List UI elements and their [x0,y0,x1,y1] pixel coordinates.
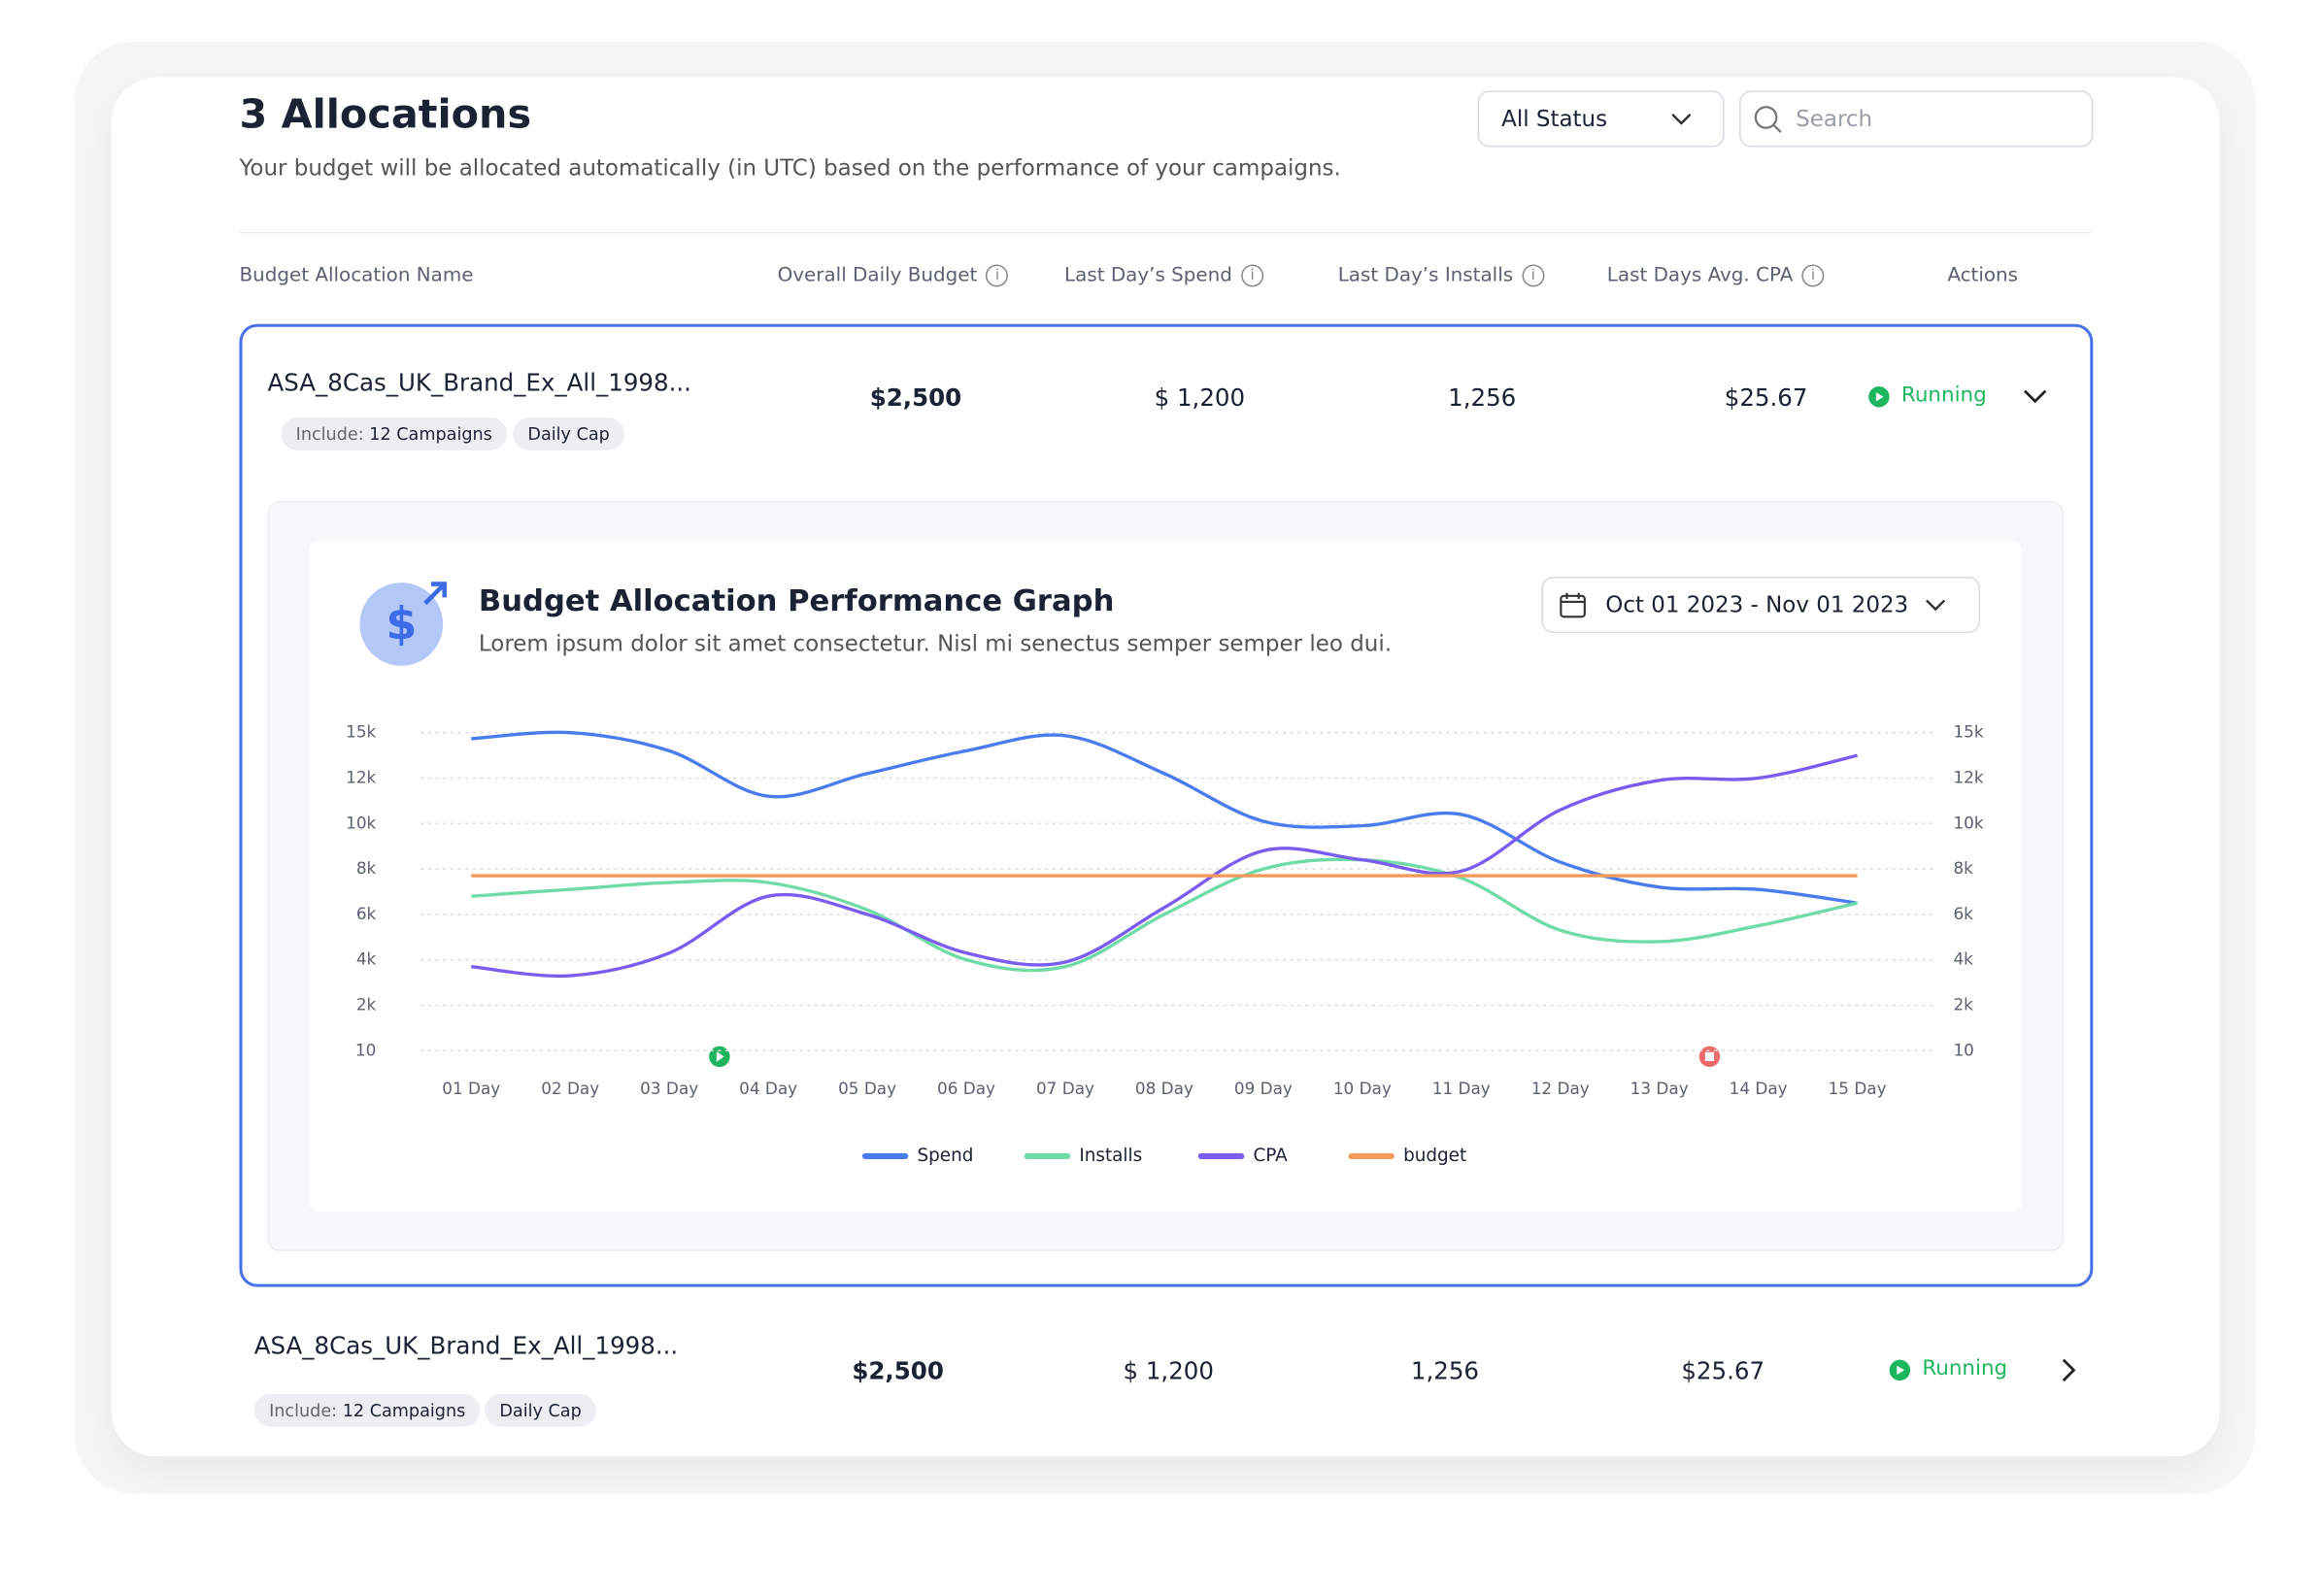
cap-tag: Daily Cap [513,417,625,450]
column-text: Overall Daily Budget [777,264,978,287]
legend-label: Installs [1079,1146,1142,1166]
svg-text:$: $ [386,597,417,649]
x-tick-label: 14 Day [1730,1079,1788,1098]
x-tick-label: 09 Day [1234,1079,1293,1098]
info-icon[interactable]: i [1522,264,1545,287]
column-header: Actions [1947,264,2019,287]
y2-tick-label: 8k [1953,858,1973,878]
search-box[interactable]: Search [1739,90,2094,148]
y-tick-label: 15k [346,722,376,742]
x-tick-label: 15 Day [1829,1079,1887,1098]
y-tick-label: 4k [356,949,377,969]
y2-tick-label: 2k [1953,994,1973,1014]
line-series [471,857,1858,973]
y-tick-label: 10 [355,1040,376,1059]
stop-marker-icon [1704,1051,1715,1061]
spend: $ 1,200 [1123,1356,1214,1385]
x-tick-label: 01 Day [442,1079,500,1098]
status-icon [1889,1359,1911,1381]
info-icon[interactable]: i [1801,264,1825,287]
column-header: Budget Allocation Name [239,264,474,287]
y-tick-label: 6k [356,904,377,923]
y-tick-label: 2k [356,994,377,1014]
legend-label: Spend [918,1146,974,1166]
divider [239,231,2092,234]
line-series [471,730,1858,905]
status: Running [1900,382,1987,408]
x-tick-label: 10 Day [1333,1079,1392,1098]
column-text: Last Days Avg. CPA [1606,264,1794,287]
chevron [1926,599,1946,612]
cpa: $25.67 [1681,1356,1765,1385]
search-placeholder: Search [1796,105,1873,133]
x-tick-label: 08 Day [1135,1079,1193,1098]
legend-label: budget [1403,1146,1466,1166]
tag-label: Include: [295,423,364,445]
graph-subtitle: Lorem ipsum dolor sit amet consectetur. … [478,630,1393,657]
graph-icon: $ [359,582,448,666]
x-tick-label: 04 Day [739,1079,797,1098]
spend: $ 1,200 [1154,382,1246,413]
y-tick-label: 8k [356,858,377,878]
installs: 1,256 [1410,1356,1480,1385]
row-expanded[interactable] [239,323,2094,1287]
column-text: Last Day’s Installs [1337,264,1514,287]
column-text: Last Day’s Spend [1064,264,1232,287]
x-tick-label: 07 Day [1036,1079,1094,1098]
chart: 10 10 2k 2k 4k 4k 6k 6k 8k 8k 10k 10k 12k 12k 15k 15k 01… [346,722,1984,1166]
y2-tick-label: 10 [1953,1040,1973,1059]
graph-title: Budget Allocation Performance Graph [478,582,1115,618]
tag-value: 12 Campaigns [342,1400,466,1421]
x-tick-label: 11 Day [1432,1079,1491,1098]
y-tick-label: 10k [346,813,376,832]
budget: $2,500 [852,1356,944,1385]
tag-value: 12 Campaigns [369,423,492,445]
chevron [1671,114,1692,125]
installs: 1,256 [1448,382,1517,413]
include-tag: Include: 12 Campaigns [253,1393,481,1427]
row-name: ASA_8Cas_UK_Brand_Ex_All_1998... [253,1331,679,1360]
status-icon [1868,386,1890,408]
y-tick-label: 12k [346,767,376,786]
x-tick-label: 05 Day [838,1079,896,1098]
column-header: Last Day’s Spend i [1064,264,1264,287]
y2-tick-label: 10k [1953,813,1983,832]
y2-tick-label: 6k [1953,904,1973,923]
status-text: All Status [1501,105,1608,133]
y2-tick-label: 4k [1953,949,1973,969]
status: Running [1922,1356,2008,1381]
collapse-button[interactable] [2022,386,2049,407]
x-tick-label: 03 Day [640,1079,698,1098]
x-tick-label: 06 Day [937,1079,995,1098]
x-tick-label: 02 Day [541,1079,599,1098]
page-title: 3 Allocations [239,91,532,139]
calendar-icon [1560,592,1586,618]
expand-button[interactable] [2059,1357,2079,1384]
page-subtitle: Your budget will be allocated automatica… [239,154,1341,182]
legend-label: CPA [1253,1146,1288,1166]
x-tick-label: 12 Day [1531,1079,1590,1098]
date-picker[interactable]: Oct 01 2023 - Nov 01 2023 [1541,576,1981,634]
column-header: Last Day’s Installs i [1337,264,1545,287]
start-marker-icon [716,1051,724,1062]
search-icon [1754,106,1782,134]
cap-tag: Daily Cap [485,1393,597,1427]
y2-tick-label: 12k [1953,767,1983,786]
column-header: Overall Daily Budget i [777,264,1009,287]
info-icon[interactable]: i [1241,264,1264,287]
info-icon[interactable]: i [986,264,1009,287]
x-tick-label: 13 Day [1630,1079,1689,1098]
y2-tick-label: 15k [1953,722,1983,742]
row-name: ASA_8Cas_UK_Brand_Ex_All_1998... [267,368,691,397]
date-range: Oct 01 2023 - Nov 01 2023 [1605,591,1909,618]
include-tag: Include: 12 Campaigns [281,417,508,450]
column-header: Last Days Avg. CPA i [1606,264,1825,287]
status-dropdown[interactable]: All Status [1477,90,1725,148]
cpa: $25.67 [1724,382,1808,413]
line-series [471,753,1858,979]
tag-label: Include: [269,1400,338,1421]
budget: $2,500 [869,382,962,413]
